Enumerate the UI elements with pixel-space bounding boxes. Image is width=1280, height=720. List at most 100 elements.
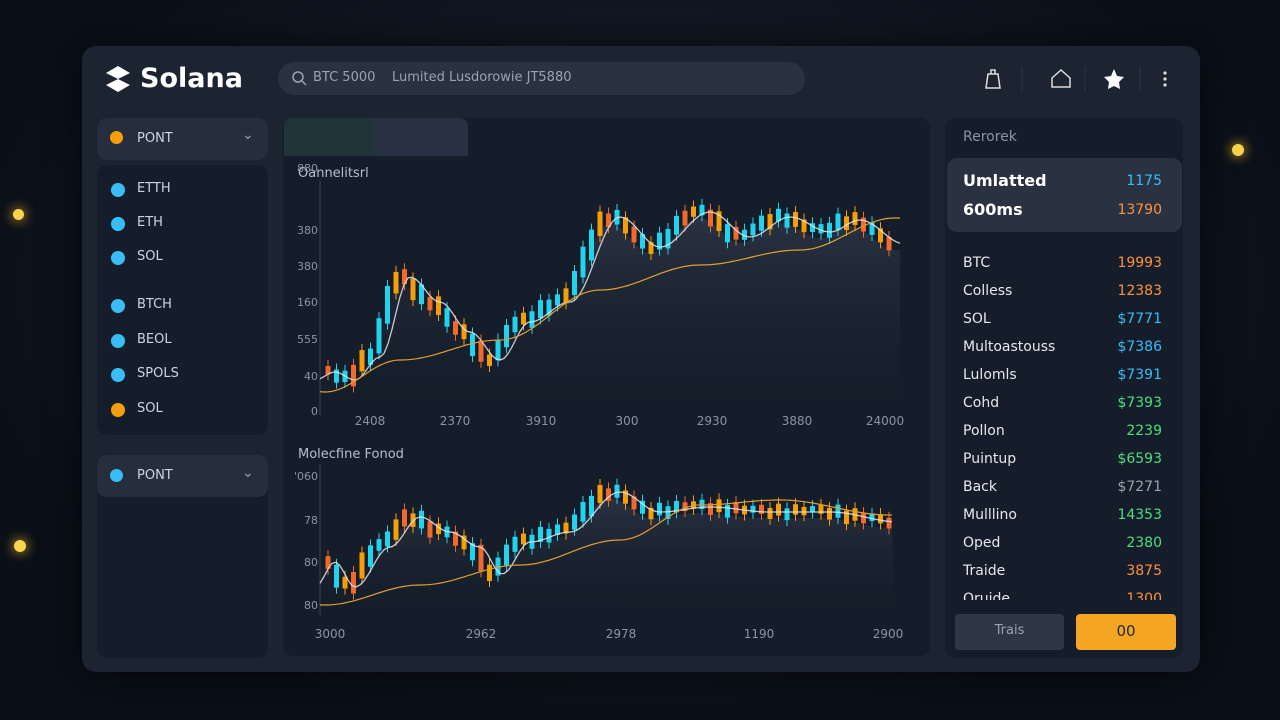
coin-icon (111, 368, 125, 382)
candle (852, 212, 858, 226)
row-label[interactable]: BTC (963, 255, 991, 271)
candle (759, 504, 764, 514)
candle (580, 246, 586, 278)
sidebar-dropdown[interactable] (97, 118, 268, 160)
candle (886, 237, 892, 251)
row-value[interactable]: 1300 (1126, 591, 1162, 607)
candle (699, 204, 705, 216)
x-label: 3880 (782, 414, 813, 428)
candle (606, 213, 611, 228)
button-label[interactable]: Trais (994, 623, 1025, 638)
row-value[interactable]: 19993 (1117, 255, 1162, 271)
candle (410, 278, 416, 301)
candle (784, 213, 790, 228)
row-label[interactable]: Lulomls (963, 367, 1017, 383)
glow-dot (14, 540, 26, 552)
row-label[interactable]: Oped (963, 535, 1001, 551)
y-label: 555 (297, 333, 318, 346)
glow-dot (1232, 144, 1244, 156)
row-value[interactable]: 2380 (1126, 535, 1162, 551)
dropdown-label[interactable]: PONT (137, 468, 173, 483)
x-label: 2370 (440, 414, 471, 428)
row-value[interactable]: $6593 (1117, 451, 1162, 467)
row-label[interactable]: Colless (963, 283, 1013, 299)
row-value[interactable]: $7393 (1117, 395, 1162, 411)
candle (648, 507, 654, 520)
candle (733, 502, 739, 514)
coin-label[interactable]: ETTH (137, 181, 171, 196)
sidebar-bottom-dropdown[interactable] (97, 455, 268, 497)
candle (410, 513, 416, 527)
candle (538, 300, 543, 319)
coin-label[interactable]: BTCH (137, 297, 172, 312)
coin-label[interactable]: BEOL (137, 332, 172, 347)
row-label[interactable]: Back (963, 479, 997, 495)
candle (589, 229, 594, 261)
candle (461, 324, 467, 340)
tab-active-bg (284, 118, 374, 156)
candle (801, 219, 807, 233)
candle (504, 325, 509, 348)
candle (708, 209, 713, 227)
candle (385, 531, 390, 547)
dropdown-label[interactable]: PONT (137, 131, 173, 146)
coin-label[interactable]: SPOLS (137, 366, 179, 381)
y-label: 78 (304, 514, 318, 527)
row-value[interactable]: $7771 (1117, 311, 1162, 327)
button-primary[interactable] (1076, 614, 1176, 650)
header-icons[interactable] (980, 66, 1180, 92)
row-value[interactable]: 12383 (1117, 283, 1162, 299)
search-bar[interactable] (278, 62, 805, 95)
row-value[interactable]: 3875 (1126, 563, 1162, 579)
candle (827, 508, 832, 520)
x-label: 300 (616, 414, 639, 428)
coin-icon (111, 251, 125, 265)
candle (487, 354, 492, 366)
row-value[interactable]: 14353 (1117, 507, 1162, 523)
x-label: 2962 (466, 627, 497, 641)
row-value[interactable]: $7271 (1117, 479, 1162, 495)
candle (495, 557, 501, 576)
row-label[interactable]: Cohd (963, 395, 1000, 411)
row-label[interactable]: Multoastouss (963, 339, 1056, 355)
candle (818, 504, 824, 514)
candle (342, 576, 348, 589)
candle (376, 318, 382, 354)
row-label[interactable]: Mulllino (963, 507, 1017, 523)
coin-icon (111, 183, 125, 197)
row-label[interactable]: Pollon (963, 423, 1005, 439)
highlight-value: 13790 (1117, 202, 1162, 218)
y-label: 40 (304, 370, 318, 383)
logo: Solana (140, 63, 243, 94)
coin-icon (111, 299, 125, 313)
candle (478, 340, 484, 362)
candle (444, 308, 450, 327)
y-label: 0 (311, 405, 318, 418)
candle (750, 223, 756, 236)
moving-average (319, 217, 900, 393)
row-value[interactable]: $7386 (1117, 339, 1162, 355)
candle (801, 506, 807, 516)
coin-label[interactable]: SOL (137, 249, 163, 264)
search-text: BTC 5000 (313, 70, 376, 85)
row-label[interactable]: Oruide (963, 591, 1011, 607)
candle (580, 501, 586, 522)
candle (682, 210, 688, 226)
candle (563, 288, 569, 304)
button-label[interactable]: 00 (1116, 622, 1136, 640)
candle (648, 242, 654, 254)
row-label[interactable]: Traide (963, 563, 1006, 579)
row-value[interactable]: 2239 (1126, 423, 1162, 439)
row-label[interactable]: Puintup (963, 451, 1017, 467)
coin-label[interactable]: SOL (137, 401, 163, 416)
button[interactable] (955, 614, 1064, 650)
candle (810, 506, 815, 513)
chevron: ⌄ (242, 127, 254, 143)
candle (759, 215, 764, 231)
highlight-value: 1175 (1126, 173, 1162, 189)
candle (487, 564, 492, 581)
candle (674, 215, 679, 235)
coin-label[interactable]: ETH (137, 215, 163, 230)
row-label[interactable]: SOL (963, 311, 991, 327)
row-value[interactable]: $7391 (1117, 367, 1162, 383)
